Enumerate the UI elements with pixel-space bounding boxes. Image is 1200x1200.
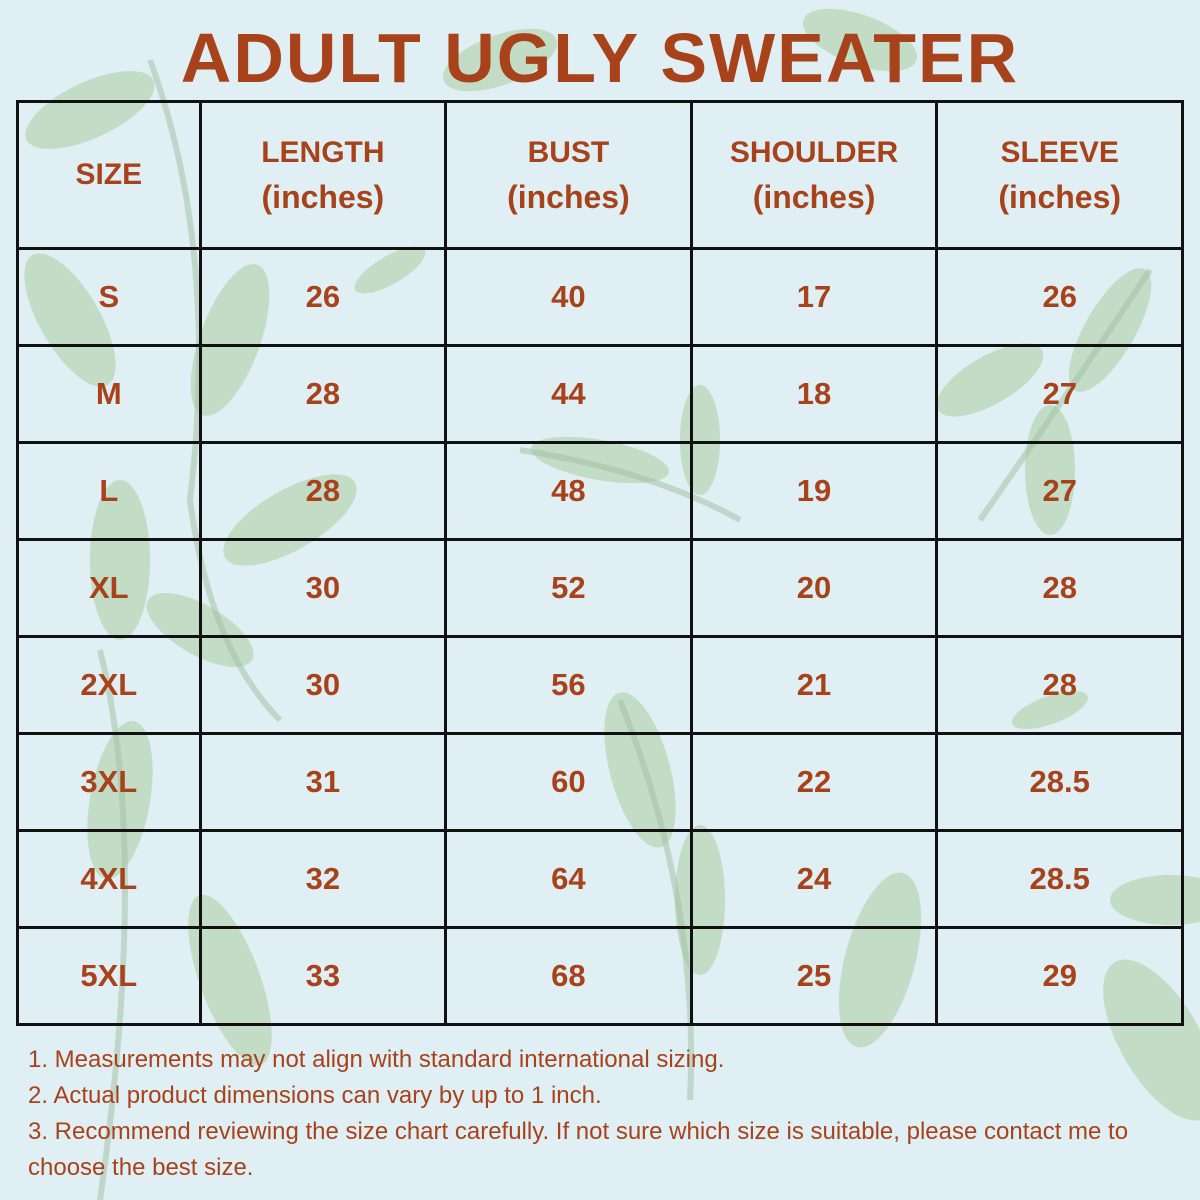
table-header-row: SIZE LENGTH (inches) BUST (inches) SHOULDE… <box>16 100 1184 250</box>
header-label: SHOULDER <box>729 136 899 169</box>
cell-shoulder: 18 <box>689 344 939 444</box>
cell-size: 3XL <box>16 732 202 832</box>
cell-bust: 52 <box>444 538 693 638</box>
cell-bust: 68 <box>444 926 693 1026</box>
cell-sleeve: 28.5 <box>935 732 1184 832</box>
cell-size: L <box>16 441 202 541</box>
table-row: 2XL 30 56 21 28 <box>16 635 1184 735</box>
cell-size: M <box>16 344 202 444</box>
table-row: 5XL 33 68 25 29 <box>16 926 1184 1026</box>
page-title: ADULT UGLY SWEATER <box>180 19 1020 97</box>
cell-sleeve: 28.5 <box>935 829 1184 929</box>
table-row: S 26 40 17 26 <box>16 247 1184 347</box>
header-sleeve: SLEEVE (inches) <box>935 100 1184 250</box>
cell-bust: 60 <box>444 732 693 832</box>
note-2: 2. Actual product dimensions can vary by… <box>28 1082 602 1109</box>
cell-length: 30 <box>198 538 448 638</box>
cell-length: 30 <box>198 635 448 735</box>
cell-bust: 40 <box>444 247 693 347</box>
header-size: SIZE <box>16 100 202 250</box>
header-label: LENGTH <box>261 136 385 169</box>
cell-sleeve: 26 <box>935 247 1184 347</box>
header-unit: (inches) <box>261 179 385 215</box>
cell-shoulder: 19 <box>689 441 939 541</box>
header-unit: (inches) <box>998 179 1122 215</box>
cell-shoulder: 22 <box>689 732 939 832</box>
cell-size: XL <box>16 538 202 638</box>
note-3: 3. Recommend reviewing the size chart ca… <box>28 1118 1129 1181</box>
cell-length: 28 <box>198 441 448 541</box>
header-label: SIZE <box>75 158 143 191</box>
cell-length: 28 <box>198 344 448 444</box>
cell-sleeve: 27 <box>935 441 1184 541</box>
cell-bust: 56 <box>444 635 693 735</box>
header-length: LENGTH (inches) <box>198 100 448 250</box>
cell-shoulder: 17 <box>689 247 939 347</box>
cell-length: 26 <box>198 247 448 347</box>
cell-sleeve: 28 <box>935 635 1184 735</box>
cell-sleeve: 28 <box>935 538 1184 638</box>
header-unit: (inches) <box>507 179 630 215</box>
cell-shoulder: 25 <box>689 926 939 1026</box>
cell-bust: 48 <box>444 441 693 541</box>
cell-bust: 44 <box>444 344 693 444</box>
cell-shoulder: 24 <box>689 829 939 929</box>
cell-sleeve: 27 <box>935 344 1184 444</box>
cell-length: 33 <box>198 926 448 1026</box>
cell-sleeve: 29 <box>935 926 1184 1026</box>
header-label: BUST <box>527 136 610 169</box>
table-row: L 28 48 19 27 <box>16 441 1184 541</box>
table-row: M 28 44 18 27 <box>16 344 1184 444</box>
cell-length: 32 <box>198 829 448 929</box>
cell-shoulder: 21 <box>689 635 939 735</box>
header-shoulder: SHOULDER (inches) <box>689 100 939 250</box>
header-unit: (inches) <box>752 179 876 215</box>
table-row: 3XL 31 60 22 28.5 <box>16 732 1184 832</box>
table-row: XL 30 52 20 28 <box>16 538 1184 638</box>
table-row: 4XL 32 64 24 28.5 <box>16 829 1184 929</box>
size-chart-table: SIZE LENGTH (inches) BUST (inches) SHOULDE… <box>16 100 1184 1026</box>
cell-bust: 64 <box>444 829 693 929</box>
note-1: 1. Measurements may not align with stand… <box>28 1046 725 1073</box>
header-bust: BUST (inches) <box>444 100 693 250</box>
notes: 1. Measurements may not align with stand… <box>28 1042 1168 1186</box>
cell-size: 2XL <box>16 635 202 735</box>
cell-length: 31 <box>198 732 448 832</box>
cell-shoulder: 20 <box>689 538 939 638</box>
cell-size: 5XL <box>16 926 202 1026</box>
cell-size: S <box>16 247 202 347</box>
cell-size: 4XL <box>16 829 202 929</box>
header-label: SLEEVE <box>1000 136 1119 169</box>
